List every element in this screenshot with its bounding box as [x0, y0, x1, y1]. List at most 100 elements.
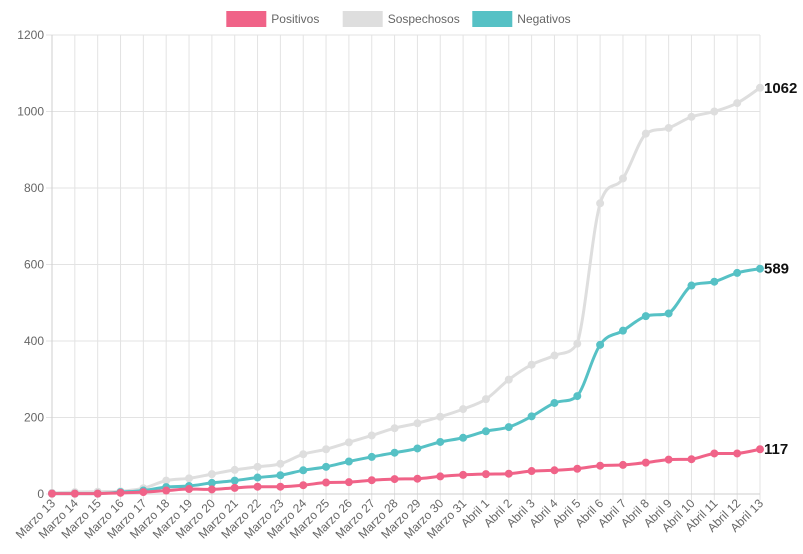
data-point-negativos-abril-1[interactable] — [481, 427, 490, 436]
data-point-negativos-abril-8[interactable] — [641, 312, 650, 321]
data-point-positivos-marzo-21[interactable] — [230, 483, 239, 492]
grid — [46, 34, 761, 500]
data-point-positivos-marzo-17[interactable] — [139, 488, 148, 497]
data-point-sospechosos-marzo-18[interactable] — [162, 476, 171, 485]
data-point-positivos-marzo-18[interactable] — [162, 486, 171, 495]
data-point-sospechosos-abril-1[interactable] — [481, 395, 490, 404]
data-point-sospechosos-abril-10[interactable] — [687, 112, 696, 121]
data-point-negativos-abril-7[interactable] — [618, 326, 627, 335]
legend-item-positivos[interactable]: Positivos — [226, 11, 319, 27]
data-point-positivos-marzo-29[interactable] — [413, 474, 422, 483]
data-point-sospechosos-abril-11[interactable] — [710, 107, 719, 116]
data-point-positivos-marzo-31[interactable] — [459, 470, 468, 479]
data-point-negativos-abril-3[interactable] — [527, 412, 536, 421]
data-point-positivos-marzo-22[interactable] — [253, 482, 262, 491]
data-point-positivos-marzo-16[interactable] — [116, 488, 125, 497]
data-point-sospechosos-abril-13[interactable] — [756, 83, 764, 92]
data-point-positivos-abril-6[interactable] — [596, 461, 605, 470]
data-point-negativos-abril-9[interactable] — [664, 309, 673, 318]
data-point-negativos-marzo-24[interactable] — [299, 466, 308, 475]
data-point-positivos-abril-10[interactable] — [687, 455, 696, 464]
data-point-negativos-marzo-23[interactable] — [276, 471, 285, 480]
data-point-positivos-abril-9[interactable] — [664, 455, 673, 464]
data-point-positivos-marzo-20[interactable] — [207, 485, 216, 494]
data-point-sospechosos-marzo-28[interactable] — [390, 424, 399, 433]
data-point-sospechosos-marzo-29[interactable] — [413, 419, 422, 428]
data-point-sospechosos-marzo-25[interactable] — [322, 445, 331, 454]
data-point-positivos-marzo-28[interactable] — [390, 475, 399, 484]
data-point-positivos-abril-4[interactable] — [550, 466, 559, 475]
data-point-negativos-abril-6[interactable] — [596, 340, 605, 349]
legend-label-positivos: Positivos — [271, 12, 319, 26]
data-point-positivos-abril-11[interactable] — [710, 449, 719, 458]
data-point-negativos-abril-13[interactable] — [756, 264, 764, 273]
series-positivos — [48, 445, 764, 498]
data-point-sospechosos-abril-3[interactable] — [527, 360, 536, 369]
data-point-sospechosos-marzo-31[interactable] — [459, 405, 468, 414]
data-point-negativos-abril-5[interactable] — [573, 392, 582, 401]
data-point-sospechosos-marzo-20[interactable] — [207, 470, 216, 479]
data-point-sospechosos-marzo-27[interactable] — [367, 431, 376, 440]
data-point-sospechosos-abril-6[interactable] — [596, 199, 605, 208]
data-point-negativos-abril-4[interactable] — [550, 398, 559, 407]
data-point-sospechosos-marzo-26[interactable] — [344, 438, 353, 447]
data-point-positivos-marzo-15[interactable] — [93, 489, 102, 498]
data-point-sospechosos-marzo-21[interactable] — [230, 465, 239, 474]
data-point-positivos-marzo-19[interactable] — [185, 485, 194, 494]
data-point-positivos-abril-3[interactable] — [527, 467, 536, 476]
data-point-positivos-marzo-27[interactable] — [367, 476, 376, 485]
data-point-positivos-abril-7[interactable] — [618, 460, 627, 469]
data-point-sospechosos-marzo-24[interactable] — [299, 450, 308, 459]
data-point-sospechosos-abril-5[interactable] — [573, 339, 582, 348]
data-point-sospechosos-abril-9[interactable] — [664, 123, 673, 132]
data-point-sospechosos-abril-2[interactable] — [504, 375, 513, 384]
data-point-negativos-abril-12[interactable] — [733, 268, 742, 277]
legend-item-negativos[interactable]: Negativos — [472, 11, 571, 27]
data-point-positivos-marzo-30[interactable] — [436, 472, 445, 481]
legend-swatch-negativos — [472, 11, 513, 27]
y-tick-label-800: 800 — [24, 181, 44, 195]
data-point-positivos-marzo-25[interactable] — [322, 478, 331, 487]
data-point-sospechosos-marzo-30[interactable] — [436, 412, 445, 421]
data-point-positivos-abril-2[interactable] — [504, 469, 513, 478]
data-point-negativos-abril-11[interactable] — [710, 277, 719, 286]
data-point-sospechosos-marzo-23[interactable] — [276, 459, 285, 468]
data-point-negativos-marzo-29[interactable] — [413, 444, 422, 453]
data-point-positivos-marzo-24[interactable] — [299, 481, 308, 490]
data-point-negativos-marzo-25[interactable] — [322, 462, 331, 471]
series-negativos — [48, 264, 764, 498]
data-point-positivos-marzo-23[interactable] — [276, 482, 285, 491]
data-point-negativos-marzo-22[interactable] — [253, 473, 262, 482]
data-point-negativos-abril-2[interactable] — [504, 423, 513, 432]
data-point-negativos-marzo-27[interactable] — [367, 452, 376, 461]
data-point-positivos-abril-13[interactable] — [756, 445, 764, 454]
end-label-negativos: 589 — [764, 261, 789, 278]
data-point-negativos-marzo-20[interactable] — [207, 478, 216, 487]
data-point-negativos-marzo-31[interactable] — [459, 433, 468, 442]
data-point-sospechosos-abril-4[interactable] — [550, 351, 559, 360]
data-point-positivos-marzo-14[interactable] — [70, 489, 79, 498]
data-point-negativos-marzo-30[interactable] — [436, 437, 445, 446]
data-point-positivos-abril-12[interactable] — [733, 449, 742, 458]
data-point-negativos-marzo-26[interactable] — [344, 457, 353, 466]
data-point-sospechosos-marzo-22[interactable] — [253, 462, 262, 471]
data-point-negativos-marzo-28[interactable] — [390, 448, 399, 457]
legend: Positivos Sospechosos Negativos — [226, 11, 571, 27]
data-point-positivos-abril-5[interactable] — [573, 464, 582, 473]
data-point-sospechosos-abril-8[interactable] — [641, 129, 650, 138]
data-point-positivos-abril-1[interactable] — [481, 470, 490, 479]
legend-label-negativos: Negativos — [517, 12, 570, 26]
data-point-positivos-abril-8[interactable] — [641, 458, 650, 467]
series-sospechosos — [48, 83, 764, 497]
data-point-sospechosos-abril-12[interactable] — [733, 99, 742, 108]
data-point-sospechosos-abril-7[interactable] — [618, 174, 627, 183]
legend-label-sospechosos: Sospechosos — [388, 12, 460, 26]
data-point-negativos-abril-10[interactable] — [687, 281, 696, 290]
data-point-negativos-marzo-21[interactable] — [230, 476, 239, 485]
legend-item-sospechosos[interactable]: Sospechosos — [342, 11, 460, 27]
data-point-positivos-marzo-13[interactable] — [48, 489, 56, 498]
data-point-positivos-marzo-26[interactable] — [344, 478, 353, 487]
data-point-sospechosos-marzo-19[interactable] — [185, 474, 194, 483]
